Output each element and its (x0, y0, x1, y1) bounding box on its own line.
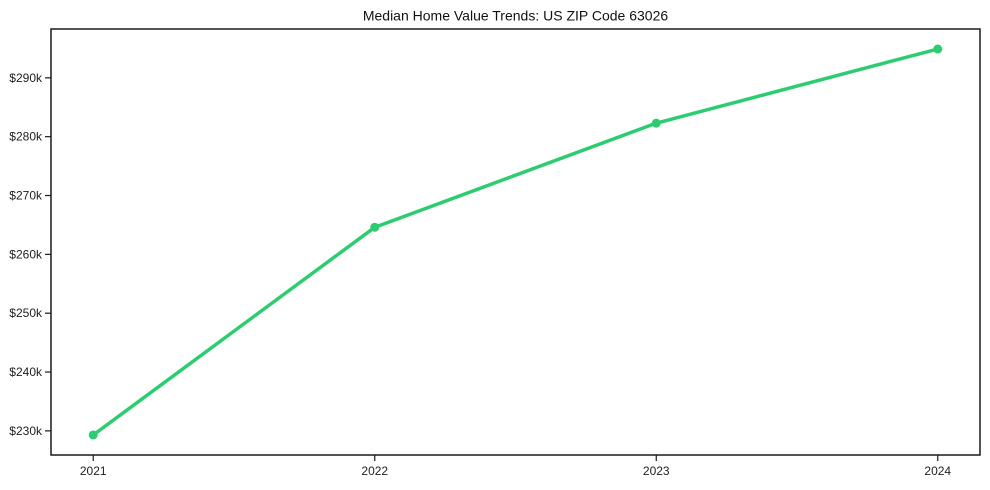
y-axis-tick-label: $270k (9, 189, 43, 203)
data-point-marker (933, 44, 943, 54)
y-axis-tick-label: $240k (9, 365, 43, 379)
y-axis-tick-label: $280k (9, 130, 43, 144)
x-axis-tick-label: 2024 (924, 464, 951, 478)
plot-border (50, 28, 981, 456)
trend-line (91, 47, 940, 437)
data-point-marker (651, 118, 661, 128)
y-axis-tick-label: $260k (9, 247, 43, 261)
x-axis-tick-label: 2022 (361, 464, 388, 478)
y-axis-tick-label: $290k (9, 71, 43, 85)
x-axis-tick-label: 2021 (80, 464, 107, 478)
chart-title: Median Home Value Trends: US ZIP Code 63… (363, 8, 669, 24)
y-axis-tick-label: $250k (9, 306, 43, 320)
data-point-marker (88, 430, 98, 440)
y-axis-tick-label: $230k (9, 424, 43, 438)
data-point-marker (370, 222, 380, 232)
x-axis-tick-label: 2023 (643, 464, 670, 478)
